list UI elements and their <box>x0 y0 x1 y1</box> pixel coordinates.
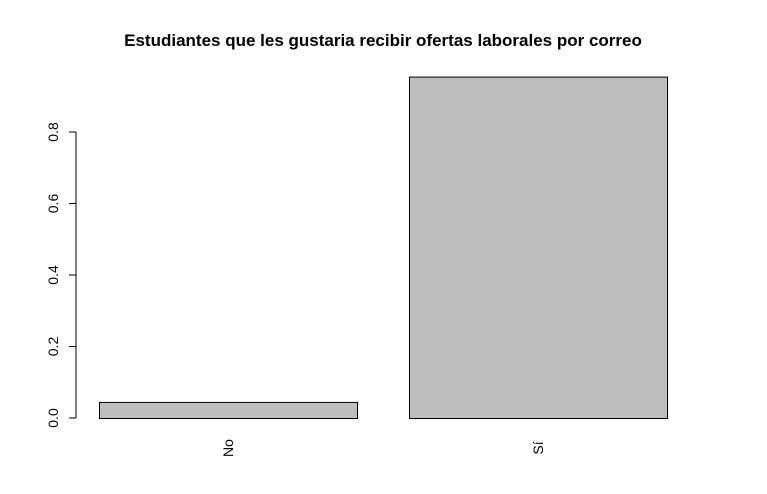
y-tick-label: 0.6 <box>45 194 61 214</box>
x-tick-label: No <box>220 439 236 457</box>
y-tick-label: 0.8 <box>45 122 61 142</box>
x-axis-labels: No Sí <box>220 439 546 457</box>
bar-si <box>409 76 668 420</box>
y-axis: 0.0 0.2 0.4 0.6 0.8 <box>45 122 77 428</box>
x-tick-label: Sí <box>530 441 546 454</box>
bars <box>99 76 668 420</box>
y-tick-label: 0.2 <box>45 337 61 357</box>
y-tick-label: 0.0 <box>45 408 61 428</box>
y-tick-label: 0.4 <box>45 265 61 285</box>
bar-no <box>99 401 358 420</box>
chart-title: Estudiantes que les gustaria recibir ofe… <box>124 31 642 50</box>
